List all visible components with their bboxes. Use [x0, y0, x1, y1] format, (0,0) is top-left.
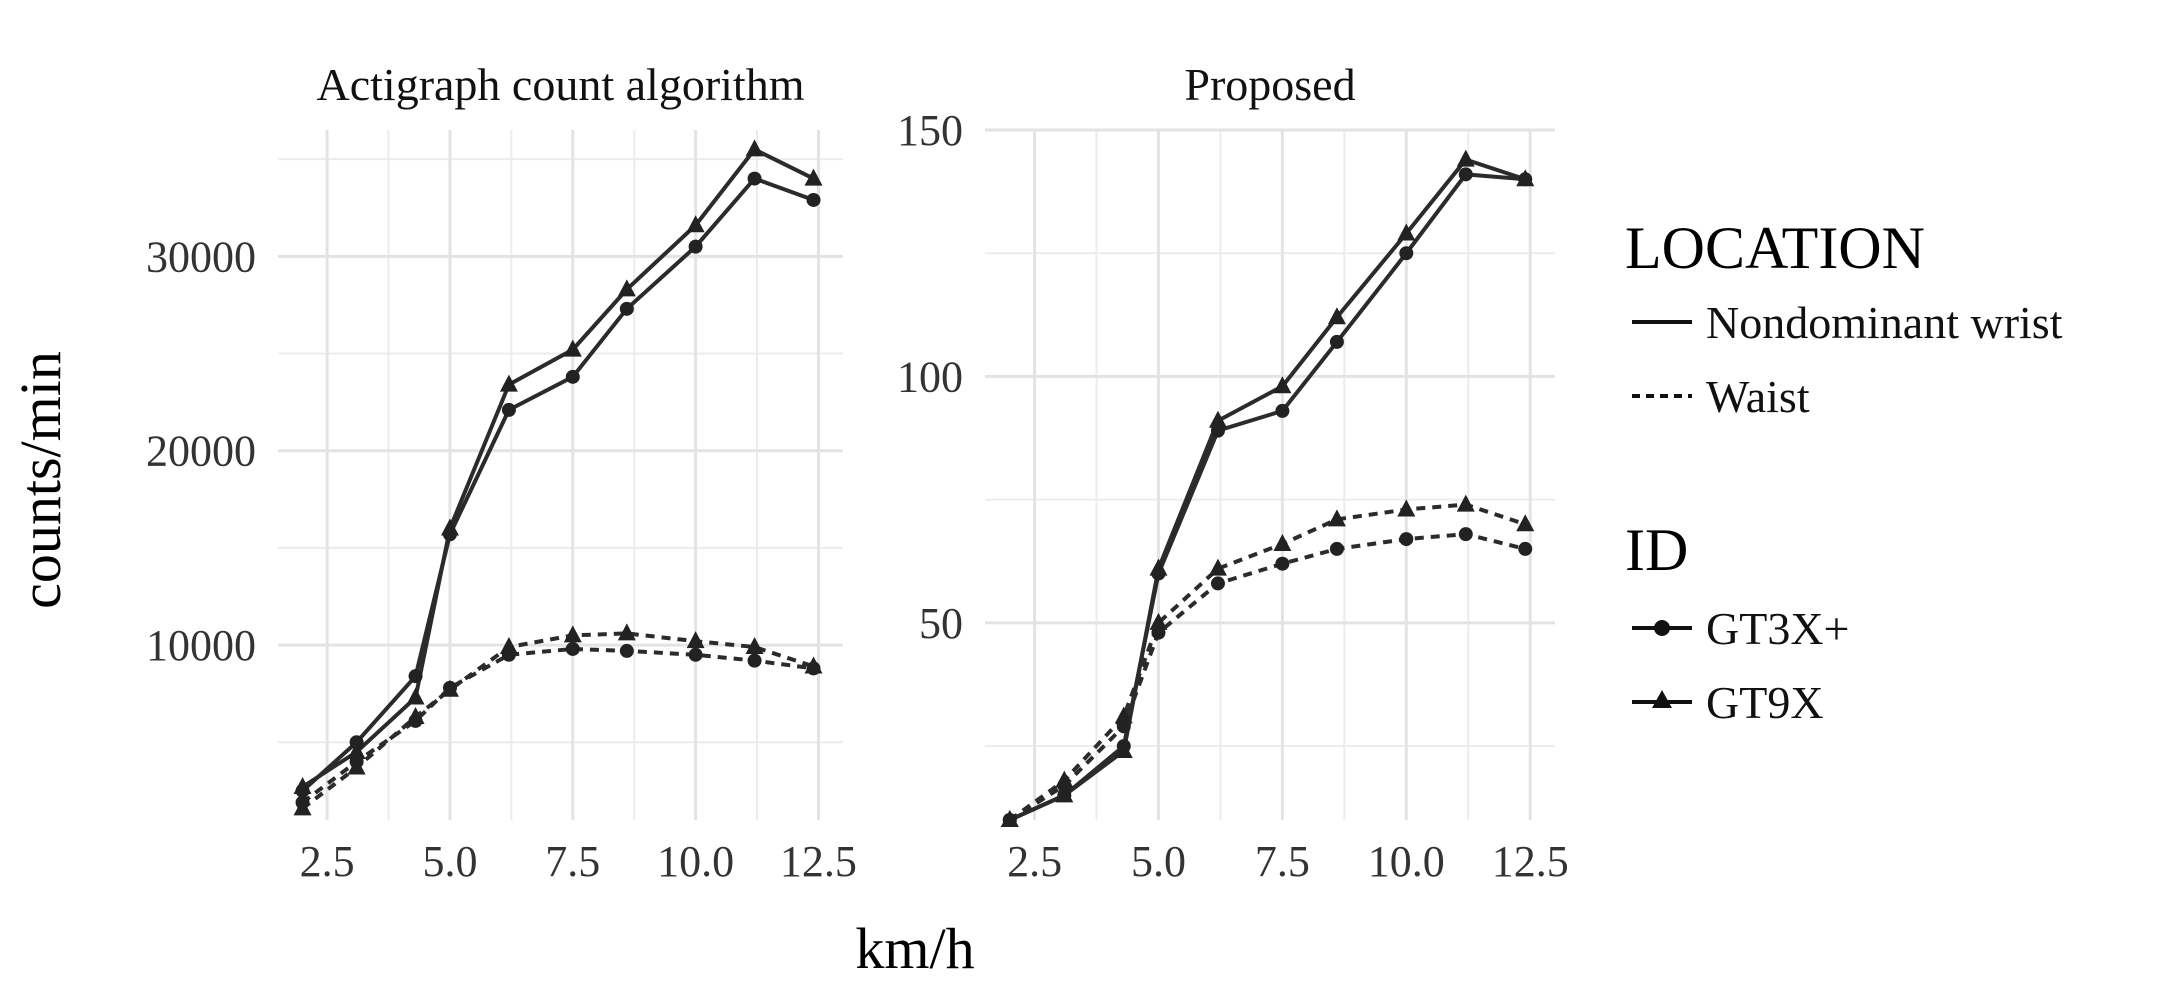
legend-circle-marker: [1654, 620, 1670, 636]
y-axis-title: counts/min: [8, 351, 73, 609]
x-tick-label: 7.5: [1255, 837, 1310, 886]
data-point-circle: [1458, 527, 1473, 542]
data-point-triangle: [1397, 499, 1416, 517]
data-point-circle: [1329, 334, 1344, 349]
series-line: [301, 176, 815, 793]
x-tick-label: 5.0: [422, 837, 477, 886]
data-point-triangle: [1456, 494, 1475, 512]
legend-label-nondominant-wrist: Nondominant wrist: [1706, 297, 2063, 348]
data-point-circle: [806, 192, 821, 207]
data-point-circle: [1275, 403, 1290, 418]
data-point-triangle: [1327, 509, 1346, 527]
data-point-triangle: [804, 168, 823, 186]
y-tick-label: 150: [897, 106, 963, 155]
data-point-circle: [1329, 541, 1344, 556]
legend-triangle-marker: [1652, 690, 1672, 708]
legend-label-gt9x: GT9X: [1706, 677, 1824, 728]
data-point-triangle: [1456, 149, 1475, 167]
data-point-triangle: [745, 637, 764, 655]
data-point-triangle: [1055, 785, 1074, 803]
series-line: [301, 146, 815, 789]
data-point-triangle: [563, 339, 582, 357]
data-point-triangle: [563, 625, 582, 643]
y-tick-label: 100: [897, 352, 963, 401]
data-point-triangle: [1516, 514, 1535, 532]
data-point-circle: [619, 643, 634, 658]
x-tick-label: 2.5: [300, 837, 355, 886]
panel-title: Actigraph count algorithm: [317, 59, 805, 110]
data-point-circle: [747, 171, 762, 186]
x-tick-label: 7.5: [545, 837, 600, 886]
data-point-triangle: [440, 518, 459, 536]
series-line: [1008, 502, 1526, 822]
data-point-triangle: [406, 706, 425, 724]
data-point-triangle: [1114, 706, 1133, 724]
data-point-triangle: [1327, 307, 1346, 325]
x-tick-label: 2.5: [1007, 837, 1062, 886]
x-axis-title: km/h: [855, 916, 974, 981]
panel-title: Proposed: [1184, 59, 1355, 110]
data-point-circle: [1518, 541, 1533, 556]
data-point-triangle: [617, 279, 636, 297]
data-point-circle: [1458, 167, 1473, 182]
y-tick-label: 30000: [146, 232, 256, 281]
data-point-triangle: [1149, 612, 1168, 630]
legend-id-title: ID: [1625, 517, 1688, 583]
data-point-triangle: [293, 776, 312, 794]
data-point-triangle: [804, 656, 823, 674]
data-point-triangle: [1055, 770, 1074, 788]
data-point-triangle: [1273, 376, 1292, 394]
x-tick-label: 10.0: [657, 837, 734, 886]
x-tick-label: 12.5: [1492, 837, 1569, 886]
series-line: [301, 631, 815, 810]
data-point-triangle: [347, 741, 366, 759]
data-point-triangle: [406, 687, 425, 705]
series-line: [1008, 532, 1526, 822]
data-point-triangle: [347, 757, 366, 775]
x-tick-label: 10.0: [1368, 837, 1445, 886]
y-tick-label: 20000: [146, 427, 256, 476]
data-point-triangle: [499, 637, 518, 655]
data-point-circle: [1399, 246, 1414, 261]
data-point-triangle: [1516, 169, 1535, 187]
data-point-triangle: [745, 139, 764, 157]
data-point-circle: [1399, 532, 1414, 547]
data-point-circle: [501, 402, 516, 417]
data-point-circle: [1275, 556, 1290, 571]
data-point-triangle: [440, 679, 459, 697]
legend-location-title: LOCATION: [1625, 215, 1925, 281]
panel-actigraph-count-algorithm: 2.5 5.0 7.5 10.0 12.5 10000 20000 30000 Actigrap…: [146, 59, 857, 886]
x-tick-label: 12.5: [780, 837, 857, 886]
series-line: [1008, 157, 1526, 822]
series-line: [301, 646, 814, 805]
data-point-triangle: [1149, 558, 1168, 576]
data-point-circle: [688, 239, 703, 254]
data-point-circle: [408, 669, 423, 684]
data-point-triangle: [1208, 410, 1227, 428]
data-point-circle: [565, 641, 580, 656]
data-point-circle: [619, 301, 634, 316]
data-point-circle: [565, 369, 580, 384]
data-point-triangle: [617, 623, 636, 641]
data-point-triangle: [499, 374, 518, 392]
data-point-circle: [747, 653, 762, 668]
legend-label-gt3x-plus: GT3X+: [1706, 603, 1849, 654]
data-point-circle: [1210, 576, 1225, 591]
legend-label-waist: Waist: [1706, 371, 1810, 422]
data-point-triangle: [1273, 534, 1292, 551]
data-point-triangle: [686, 631, 705, 649]
panel-proposed: 2.5 5.0 7.5 10.0 12.5 50 100 150 Proposed: [897, 59, 1569, 886]
x-tick-label: 5.0: [1131, 837, 1186, 886]
data-point-triangle: [1208, 558, 1227, 576]
data-point-circle: [688, 647, 703, 662]
y-tick-label: 10000: [146, 621, 256, 670]
data-point-triangle: [293, 798, 312, 816]
data-point-triangle: [686, 215, 705, 233]
data-point-triangle: [1114, 741, 1133, 758]
series-line: [1008, 172, 1526, 822]
data-point-triangle: [1000, 810, 1019, 827]
y-tick-label: 50: [919, 599, 963, 648]
data-point-triangle: [1397, 223, 1416, 241]
